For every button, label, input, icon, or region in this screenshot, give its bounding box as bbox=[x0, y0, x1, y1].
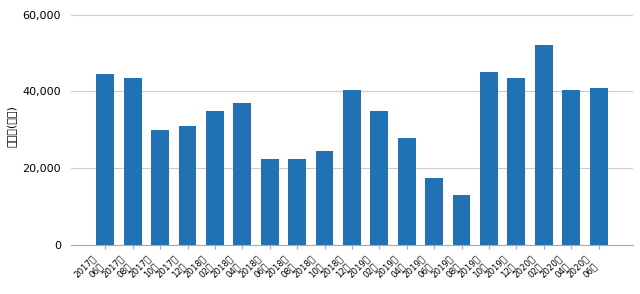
Bar bbox=[371, 111, 388, 245]
Bar bbox=[234, 103, 252, 245]
Bar bbox=[589, 88, 607, 245]
Bar bbox=[261, 159, 278, 245]
Bar bbox=[535, 45, 553, 245]
Bar bbox=[206, 111, 224, 245]
Bar bbox=[563, 90, 580, 245]
Y-axis label: 거래량(건수): 거래량(건수) bbox=[7, 105, 17, 147]
Bar bbox=[398, 138, 415, 245]
Bar bbox=[425, 178, 443, 245]
Bar bbox=[288, 159, 306, 245]
Bar bbox=[179, 126, 196, 245]
Bar bbox=[343, 90, 361, 245]
Bar bbox=[480, 72, 498, 245]
Bar bbox=[124, 78, 141, 245]
Bar bbox=[508, 78, 525, 245]
Bar bbox=[97, 74, 114, 245]
Bar bbox=[151, 130, 169, 245]
Bar bbox=[316, 151, 333, 245]
Bar bbox=[452, 195, 470, 245]
